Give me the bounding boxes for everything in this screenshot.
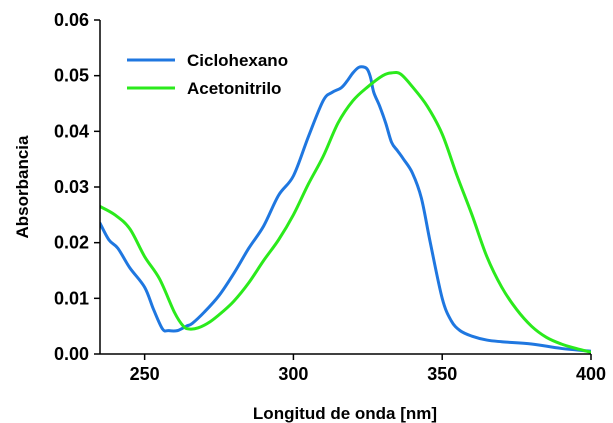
- y-tick-label: 0.05: [54, 66, 89, 86]
- x-tick-label: 400: [576, 364, 606, 384]
- y-tick-label: 0.04: [54, 121, 89, 141]
- y-axis-title: Absorbancia: [13, 135, 32, 239]
- x-axis-title: Longitud de onda [nm]: [253, 404, 437, 423]
- legend-label-acetonitrilo: Acetonitrilo: [187, 79, 281, 98]
- x-tick-label: 250: [130, 364, 160, 384]
- series-line-acetonitrilo: [100, 72, 591, 352]
- legend-label-ciclohexano: Ciclohexano: [187, 51, 288, 70]
- y-tick-label: 0.02: [54, 233, 89, 253]
- legend: Ciclohexano Acetonitrilo: [127, 51, 288, 98]
- axes-layer: 0.00 0.01 0.02 0.03 0.04 0.05 0.06 250 300 350 400: [54, 10, 606, 384]
- x-tick-label: 350: [427, 364, 457, 384]
- y-tick-label: 0.00: [54, 344, 89, 364]
- y-tick-label: 0.06: [54, 10, 89, 30]
- y-tick-label: 0.03: [54, 177, 89, 197]
- y-tick-label: 0.01: [54, 288, 89, 308]
- series-layer: [100, 67, 591, 353]
- x-tick-label: 300: [278, 364, 308, 384]
